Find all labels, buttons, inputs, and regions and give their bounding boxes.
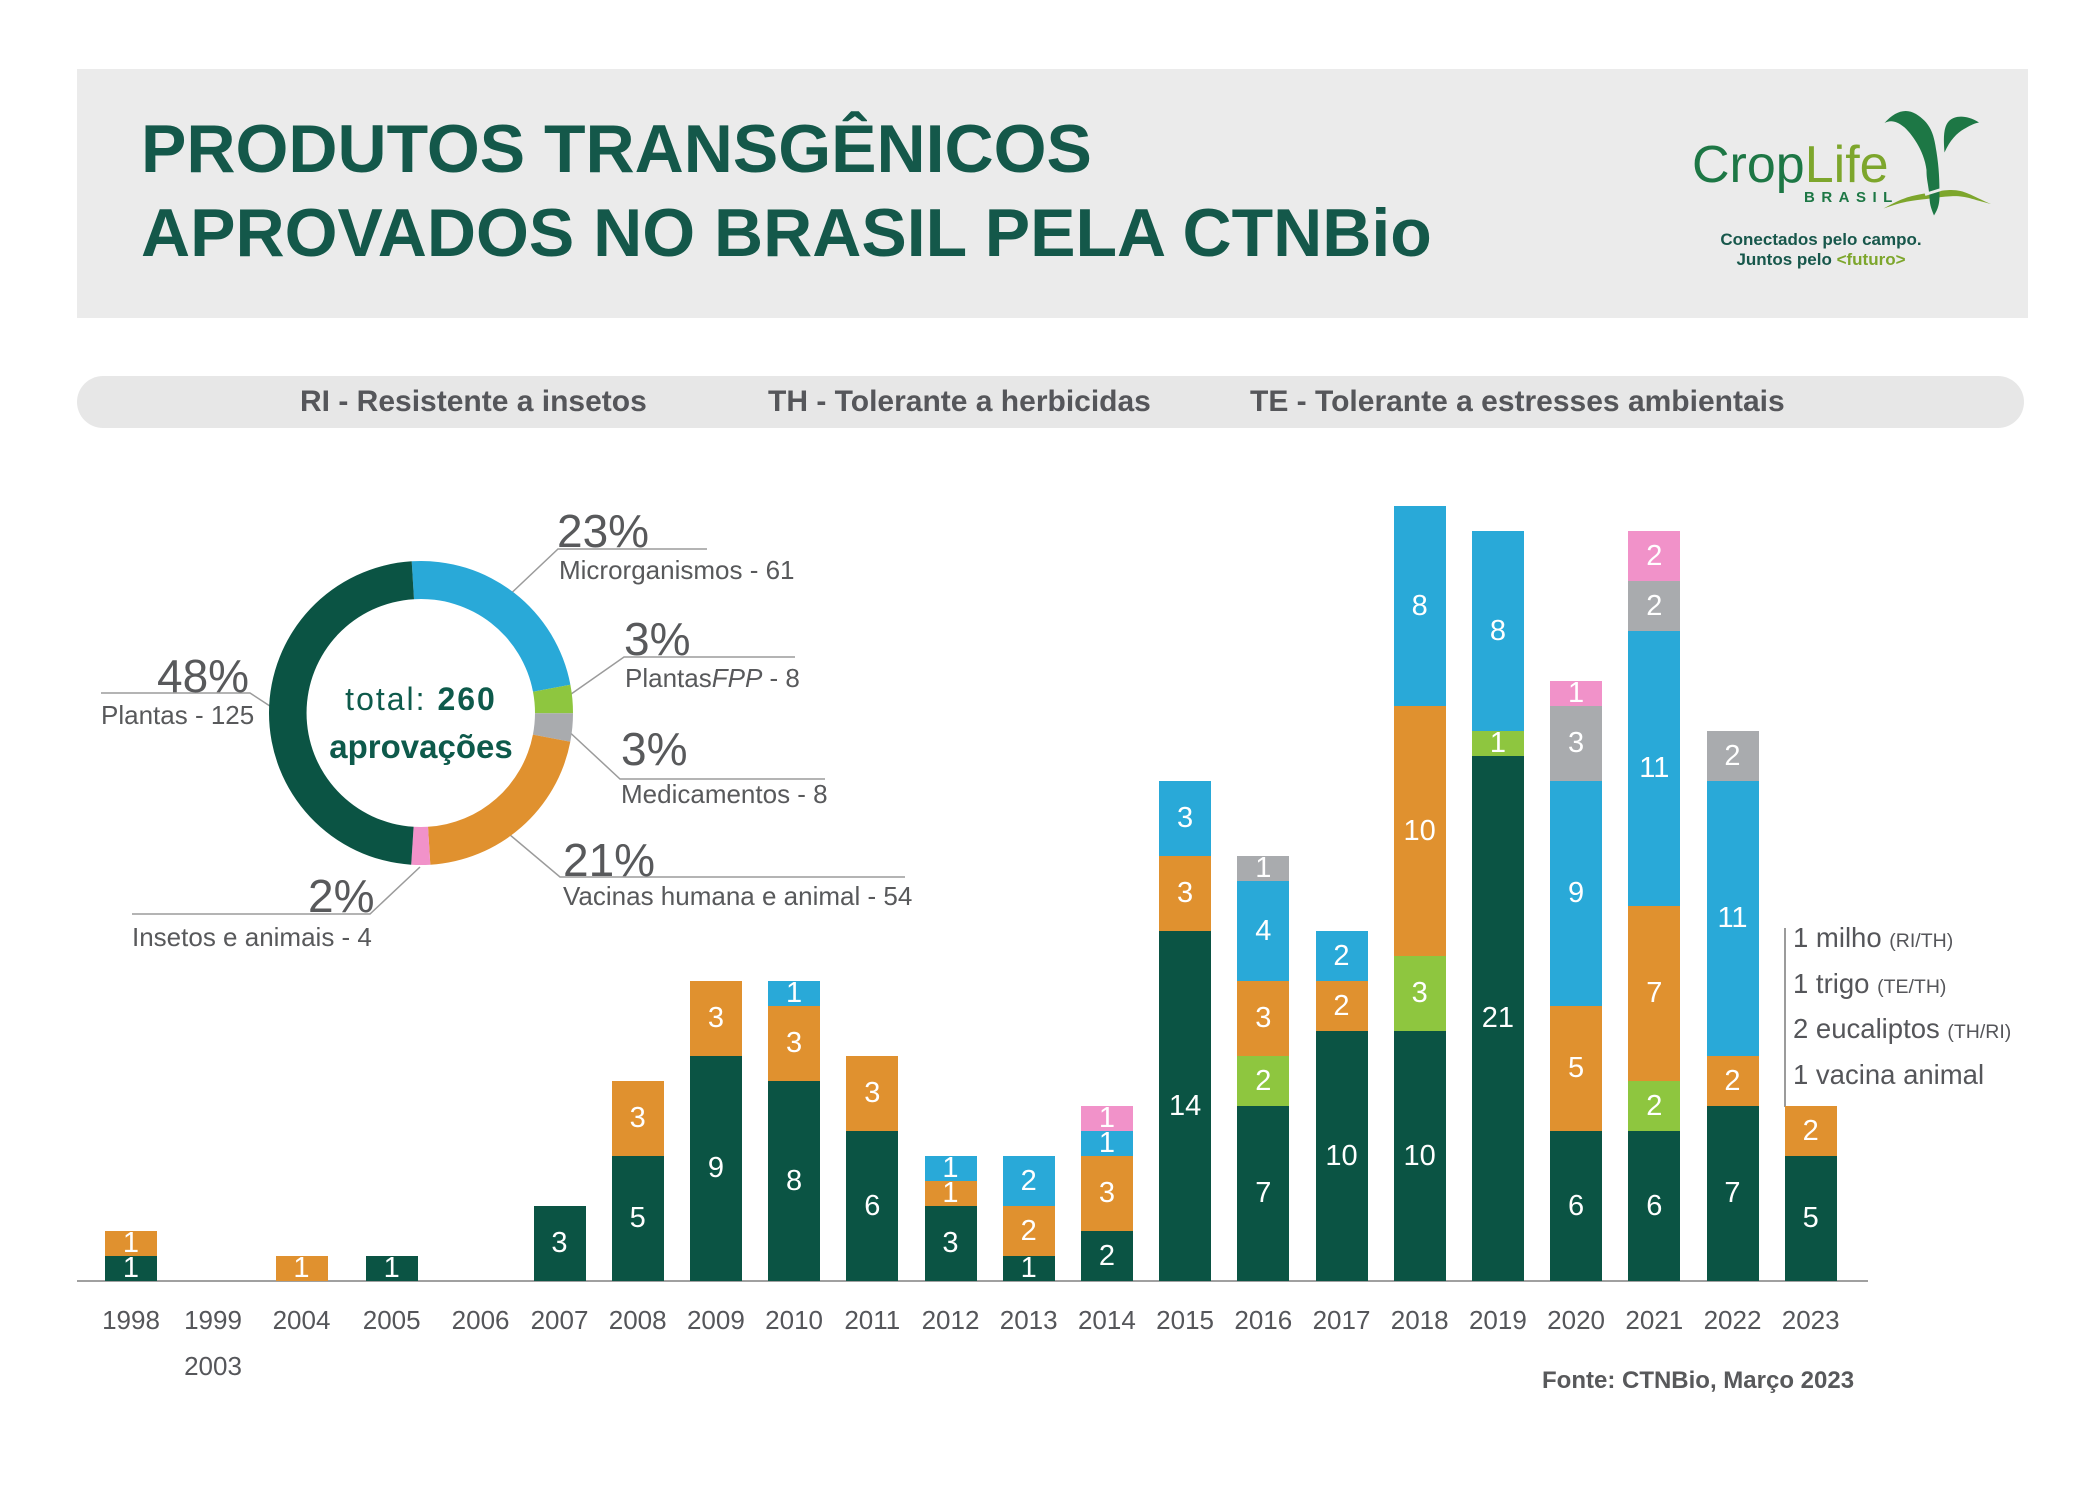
svg-text:Juntos pelo <futuro>: Juntos pelo <futuro> [1736, 250, 1905, 269]
svg-text:CropLife: CropLife [1692, 136, 1889, 194]
svg-text:BRASIL: BRASIL [1804, 189, 1899, 206]
svg-text:Conectados pelo campo.: Conectados pelo campo. [1720, 230, 1921, 249]
